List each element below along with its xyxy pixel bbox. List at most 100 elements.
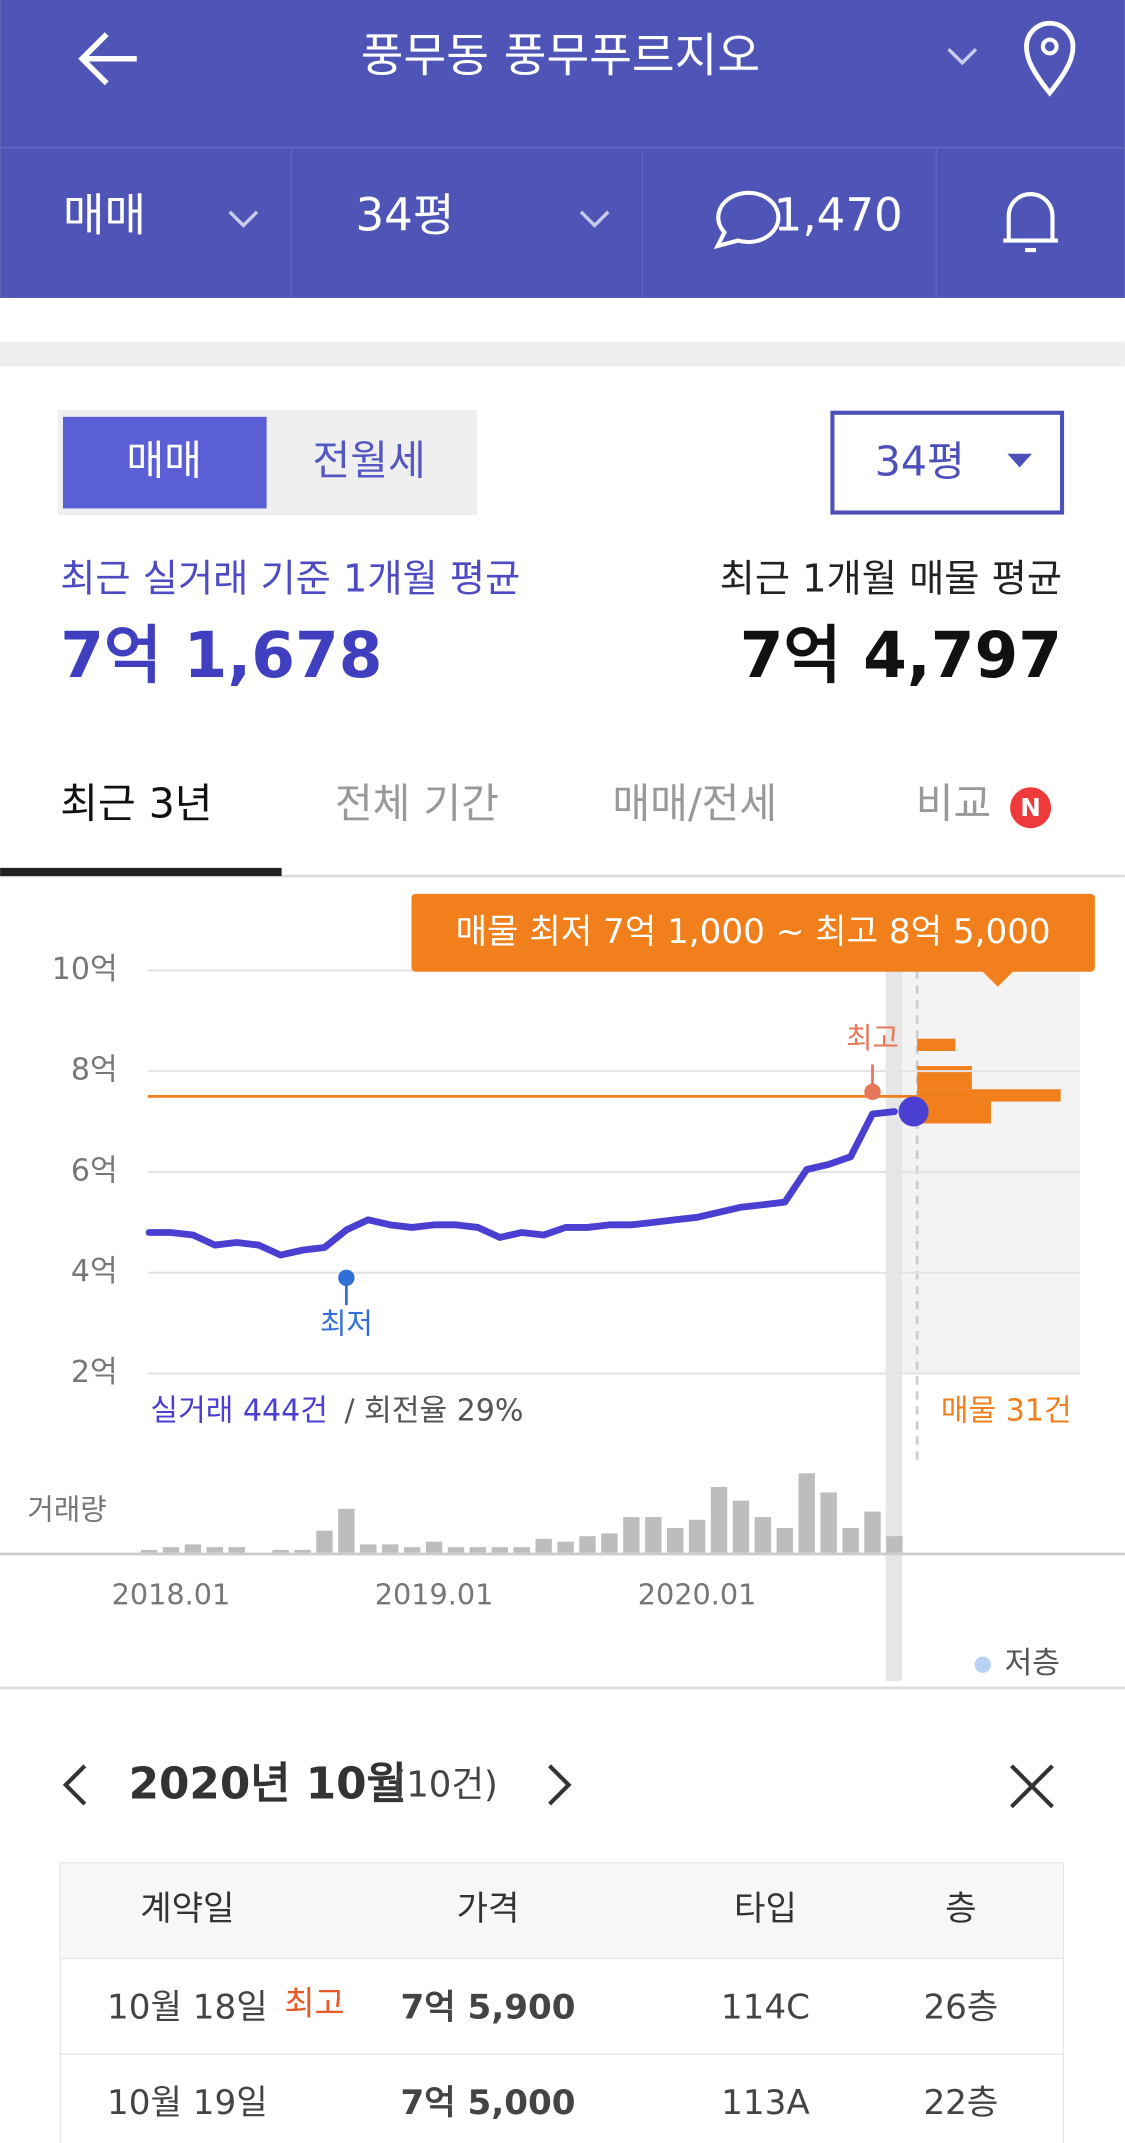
volume-bar — [403, 1547, 421, 1553]
spacer — [0, 341, 1125, 367]
price-line — [145, 1108, 898, 1259]
prev-button[interactable] — [62, 1764, 87, 1806]
volume-bar — [162, 1547, 180, 1553]
header-title: 풍무동 풍무푸르지오 — [361, 28, 760, 82]
column-header: 계약일 — [140, 1889, 234, 1929]
detail-month: 2020년 10월 — [129, 1758, 407, 1809]
annotation-point — [338, 1269, 355, 1286]
legend-label: 저층 — [1005, 1646, 1060, 1681]
volume-bar — [645, 1517, 662, 1553]
column-header: 가격 — [457, 1889, 520, 1929]
selected-month-band — [885, 970, 903, 1682]
volume-bar — [842, 1527, 859, 1553]
toggle-active[interactable] — [62, 416, 267, 509]
summary-value: 7억 4,797 — [740, 619, 1062, 692]
volume-bar — [360, 1544, 377, 1553]
table-cell: 114C — [721, 1988, 810, 2028]
tooltip: 매물 최저 7억 1,000 ~ 최고 8억 5,000 — [411, 893, 1095, 987]
x-tick-label: 2020.01 — [638, 1577, 757, 1611]
summary-label: 최근 실거래 기준 1개월 평균 — [60, 556, 520, 601]
annotation-point — [864, 1083, 881, 1101]
volume-bar — [820, 1492, 837, 1553]
trade-count: 실거래 444건 — [150, 1393, 327, 1428]
annotation-label: 최저 — [320, 1307, 373, 1341]
tab[interactable]: 매매/전세 — [612, 779, 777, 827]
volume-bar — [294, 1549, 311, 1553]
bell-icon[interactable] — [1003, 192, 1058, 253]
volume-bar — [382, 1544, 399, 1553]
dropdown-icon[interactable] — [947, 47, 978, 66]
volume-bar — [886, 1536, 903, 1553]
y-tick-label: 10억 — [52, 952, 118, 987]
location-dot — [1040, 37, 1059, 56]
tooltip-text: 매물 최저 7억 1,000 ~ 최고 8억 5,000 — [456, 912, 1051, 952]
close-button[interactable] — [1010, 1764, 1054, 1809]
table-cell: 26층 — [923, 1988, 998, 2028]
tab[interactable]: 최근 3년 — [60, 779, 212, 827]
detail-count: (10건) — [392, 1764, 498, 1805]
next-button[interactable] — [548, 1764, 572, 1806]
new-badge-text: N — [1020, 793, 1041, 822]
y-tick-label: 2억 — [71, 1355, 118, 1390]
comment-icon[interactable] — [713, 190, 781, 250]
column-header: 타입 — [734, 1889, 797, 1929]
turnover: / 회전율 29% — [345, 1393, 524, 1428]
table-body: 계약일 가격 타입 층 10월 18일 7억 5,900 114C 26층 최고 10월 19일 7… — [107, 1889, 998, 2123]
volume-bar — [228, 1547, 245, 1553]
tooltip-bg — [411, 893, 1095, 972]
volume-bar — [601, 1533, 618, 1553]
x-tick-label: 2018.01 — [112, 1577, 231, 1611]
table-header — [61, 1864, 1063, 1959]
volume-bar — [184, 1544, 202, 1553]
volume-bar — [864, 1511, 881, 1553]
dropdown-icon — [579, 210, 610, 228]
annotation-label: 최고 — [846, 1021, 899, 1055]
volume-bar — [776, 1527, 794, 1553]
volume-bar — [206, 1547, 224, 1553]
location-icon[interactable] — [1024, 20, 1076, 97]
tab[interactable]: 비교 — [916, 779, 991, 827]
dropdown-icon — [228, 210, 259, 228]
listing-bar — [917, 1089, 1061, 1102]
volume-bar — [579, 1536, 596, 1553]
size-select[interactable]: 34평 — [355, 189, 454, 242]
tooltip-arrow — [981, 970, 1015, 987]
toggle-option[interactable]: 전월세 — [313, 436, 426, 484]
listing-bar — [917, 1038, 956, 1051]
volume-bar — [491, 1547, 509, 1553]
volume-bar — [316, 1530, 333, 1553]
legend-dot — [974, 1656, 991, 1673]
back-button[interactable] — [78, 32, 137, 86]
summary-value: 7억 1,678 — [60, 619, 382, 692]
x-tick-label: 2019.01 — [375, 1577, 494, 1611]
toggle-option[interactable]: 매매 — [126, 436, 201, 484]
column-header: 층 — [945, 1889, 976, 1929]
volume-bar — [688, 1519, 706, 1553]
y-tick-label: 6억 — [71, 1153, 118, 1188]
table-cell: 7억 5,000 — [400, 2083, 575, 2123]
trade-select[interactable]: 매매 — [63, 189, 146, 242]
max-badge: 최고 — [284, 1984, 344, 2022]
volume-bar — [338, 1508, 355, 1553]
header-bg — [0, 0, 1125, 298]
volume-bar — [557, 1541, 574, 1553]
volume-bar — [140, 1549, 158, 1553]
table-cell: 22층 — [923, 2083, 998, 2123]
y-tick-label: 4억 — [71, 1254, 118, 1289]
volume-bar — [469, 1547, 487, 1553]
volume-bar — [710, 1486, 728, 1553]
listing-count: 매물 31건 — [941, 1393, 1072, 1428]
volume-bar — [447, 1547, 465, 1553]
volume-bar — [798, 1473, 815, 1553]
volume-bar — [754, 1517, 772, 1553]
table-cell: 10월 18일 — [107, 1988, 268, 2028]
tab-underline — [0, 867, 282, 877]
tab[interactable]: 전체 기간 — [335, 779, 499, 827]
comment-count[interactable]: 1,470 — [774, 189, 903, 242]
volume-bar — [732, 1500, 750, 1553]
y-tick-label: 8억 — [71, 1053, 118, 1088]
volume-bar — [623, 1517, 640, 1553]
volume-bar — [535, 1538, 552, 1553]
